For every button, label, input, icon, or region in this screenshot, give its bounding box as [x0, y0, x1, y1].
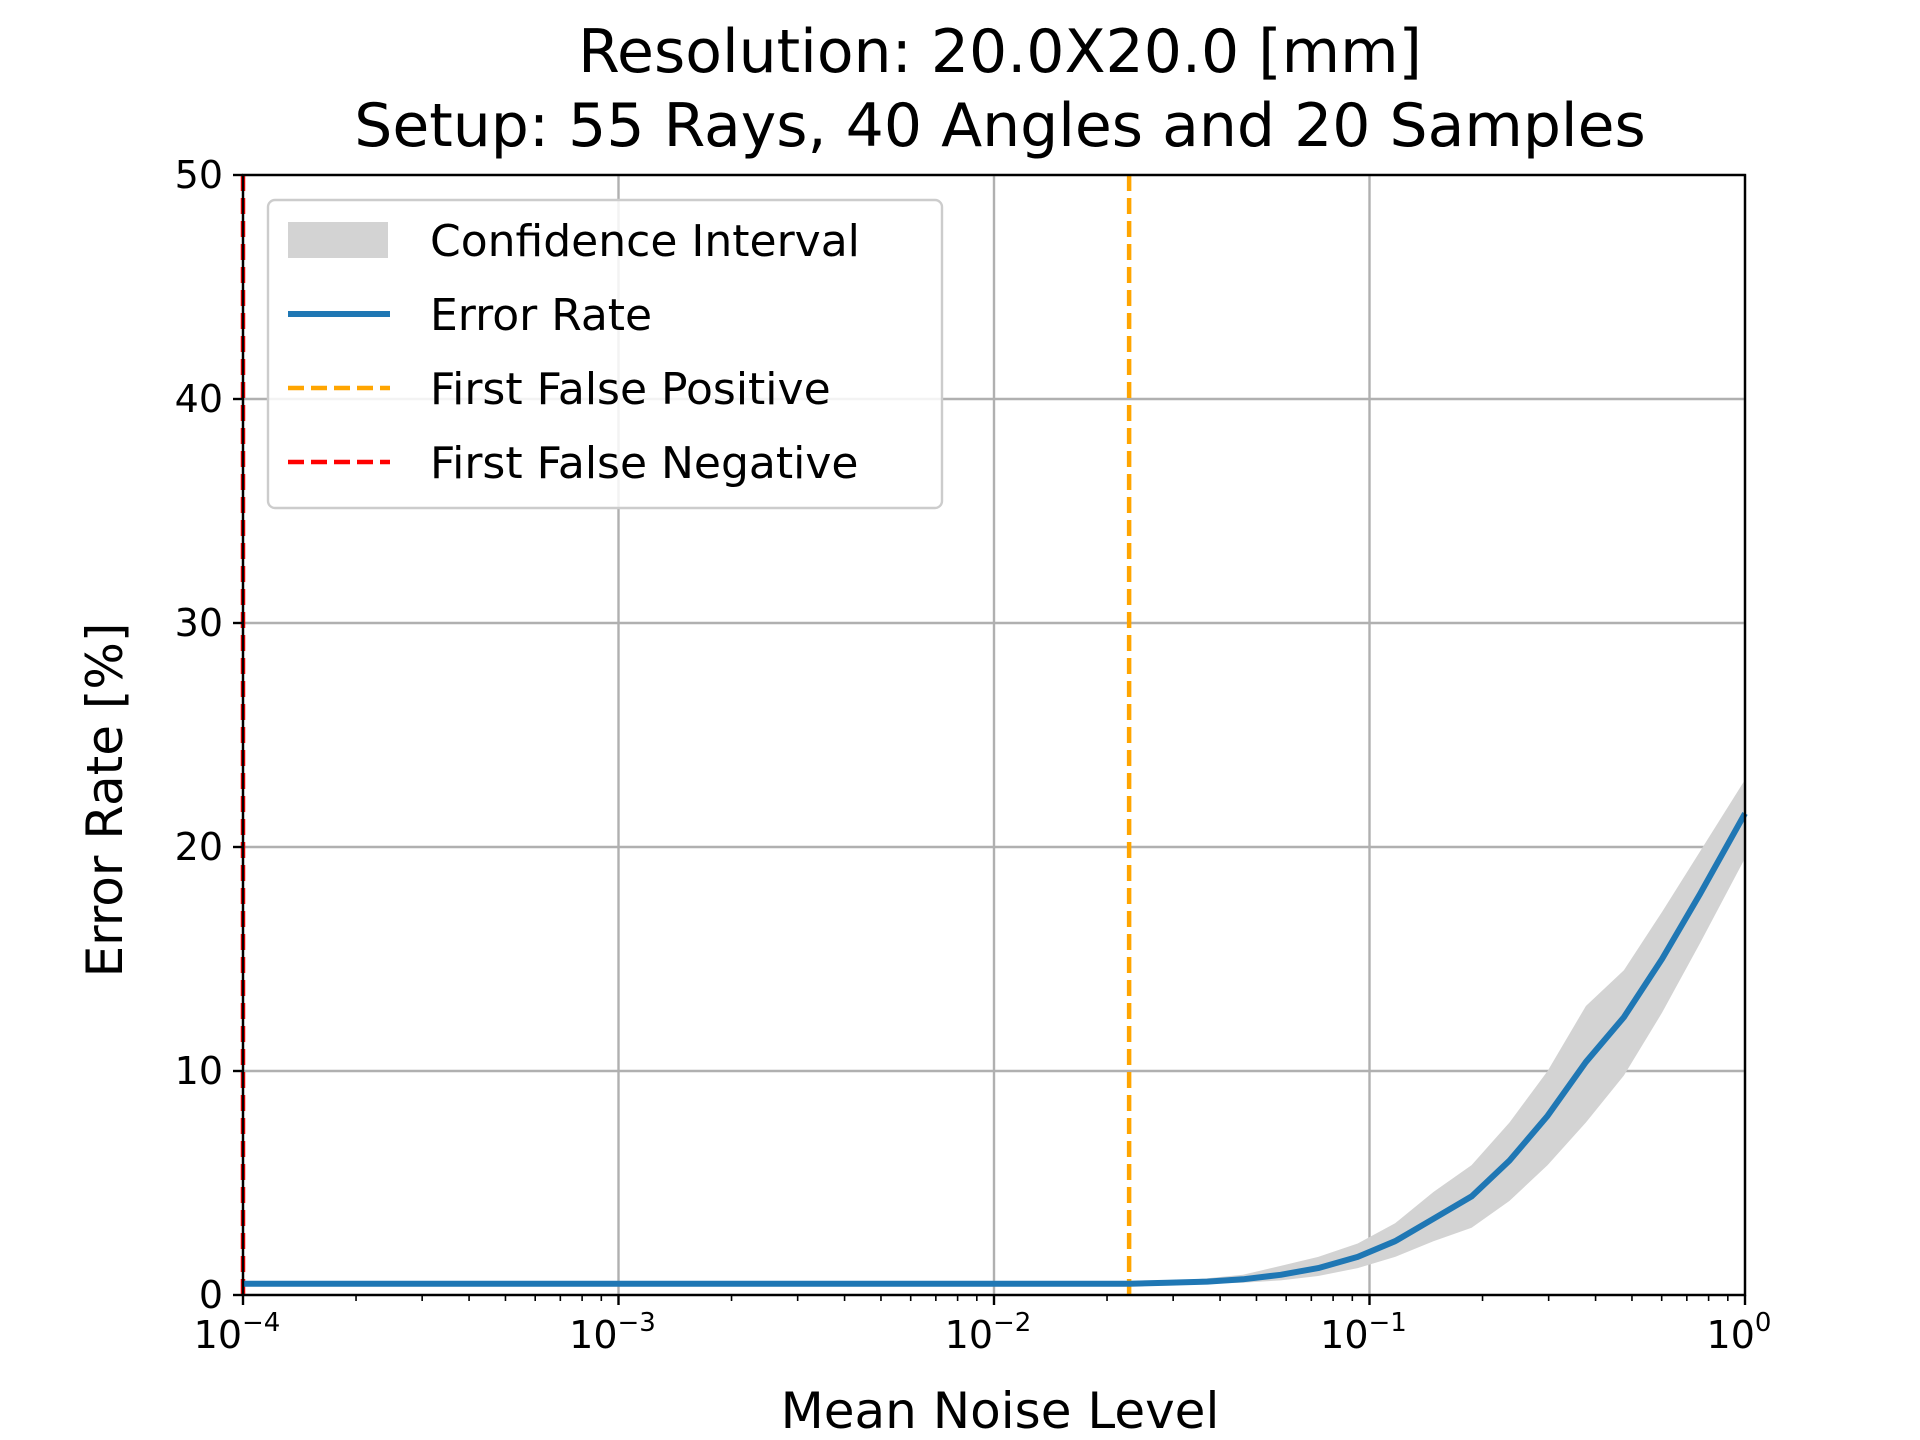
- y-tick-label-3: 30: [175, 601, 223, 645]
- legend-label-3: First False Negative: [430, 438, 858, 489]
- legend-label-0: Confidence Interval: [430, 216, 860, 267]
- x-tick-label-2: 10−2: [945, 1308, 1032, 1357]
- x-tick-label-4: 100: [1707, 1308, 1772, 1357]
- y-axis-label: Error Rate [%]: [76, 623, 134, 978]
- legend-swatch-confidence-interval: [288, 222, 388, 258]
- legend: Confidence Interval Error Rate First False…: [266, 198, 944, 510]
- chart-title-line-1: Resolution: 20.0X20.0 [mm]: [578, 17, 1422, 87]
- legend-label-1: Error Rate: [430, 290, 652, 341]
- error-rate-line: [243, 811, 1748, 1287]
- chart-title-line-2: Setup: 55 Rays, 40 Angles and 20 Samples: [354, 91, 1646, 161]
- y-tick-label-0: 0: [199, 1273, 223, 1317]
- y-tick-label-5: 50: [175, 153, 223, 197]
- x-tick-label-3: 10−1: [1320, 1308, 1407, 1357]
- x-tick-label-1: 10−3: [569, 1308, 656, 1357]
- tick-labels: 10−4 10−3 10−2 10−1 100 0 10 20 30 40 50: [175, 153, 1772, 1357]
- y-tick-label-2: 20: [175, 825, 223, 869]
- legend-label-2: First False Positive: [430, 364, 831, 415]
- legend-box: [266, 198, 944, 510]
- x-tick-label-0: 10−4: [194, 1308, 281, 1357]
- y-tick-label-4: 40: [175, 377, 223, 421]
- x-axis-label: Mean Noise Level: [781, 1382, 1220, 1440]
- y-tick-label-1: 10: [175, 1049, 223, 1093]
